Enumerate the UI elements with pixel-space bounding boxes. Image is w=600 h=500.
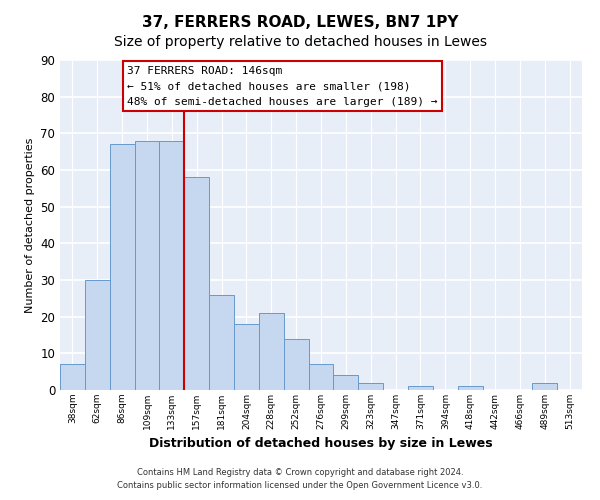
Bar — [110, 144, 134, 390]
Bar — [160, 140, 184, 390]
Bar — [458, 386, 482, 390]
Bar — [234, 324, 259, 390]
Bar — [334, 376, 358, 390]
Bar — [358, 382, 383, 390]
Bar — [308, 364, 334, 390]
Bar — [259, 313, 284, 390]
Bar — [209, 294, 234, 390]
Text: Contains HM Land Registry data © Crown copyright and database right 2024.
Contai: Contains HM Land Registry data © Crown c… — [118, 468, 482, 490]
Bar — [134, 140, 160, 390]
Text: 37 FERRERS ROAD: 146sqm
← 51% of detached houses are smaller (198)
48% of semi-d: 37 FERRERS ROAD: 146sqm ← 51% of detache… — [127, 66, 437, 106]
X-axis label: Distribution of detached houses by size in Lewes: Distribution of detached houses by size … — [149, 438, 493, 450]
Bar — [60, 364, 85, 390]
Bar — [408, 386, 433, 390]
Bar — [184, 178, 209, 390]
Bar — [85, 280, 110, 390]
Y-axis label: Number of detached properties: Number of detached properties — [25, 138, 35, 312]
Bar — [284, 338, 308, 390]
Text: 37, FERRERS ROAD, LEWES, BN7 1PY: 37, FERRERS ROAD, LEWES, BN7 1PY — [142, 15, 458, 30]
Text: Size of property relative to detached houses in Lewes: Size of property relative to detached ho… — [113, 35, 487, 49]
Bar — [532, 382, 557, 390]
